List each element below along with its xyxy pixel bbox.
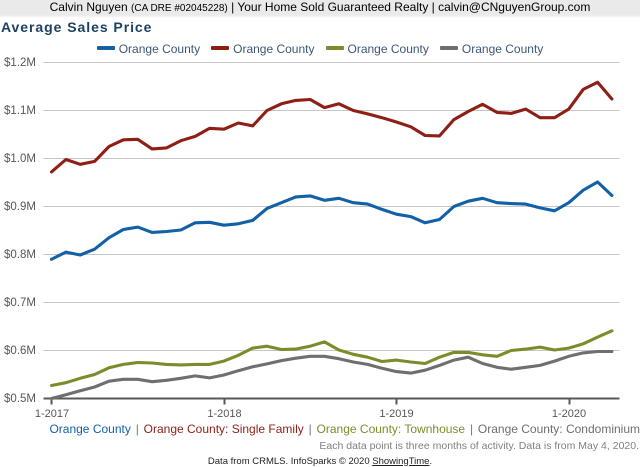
svg-text:$0.6M: $0.6M	[4, 345, 36, 357]
svg-text:1-2018: 1-2018	[207, 408, 241, 420]
svg-text:$0.8M: $0.8M	[4, 249, 36, 261]
svg-text:1-2019: 1-2019	[379, 408, 413, 420]
svg-text:$1.0M: $1.0M	[4, 153, 36, 165]
svg-text:1-2020: 1-2020	[552, 408, 586, 420]
svg-text:$0.5M: $0.5M	[4, 393, 36, 405]
svg-text:$1.2M: $1.2M	[4, 57, 36, 69]
svg-text:$1.1M: $1.1M	[4, 105, 36, 117]
svg-text:$0.7M: $0.7M	[4, 297, 36, 309]
svg-text:1-2017: 1-2017	[35, 408, 69, 420]
svg-text:$0.9M: $0.9M	[4, 201, 36, 213]
